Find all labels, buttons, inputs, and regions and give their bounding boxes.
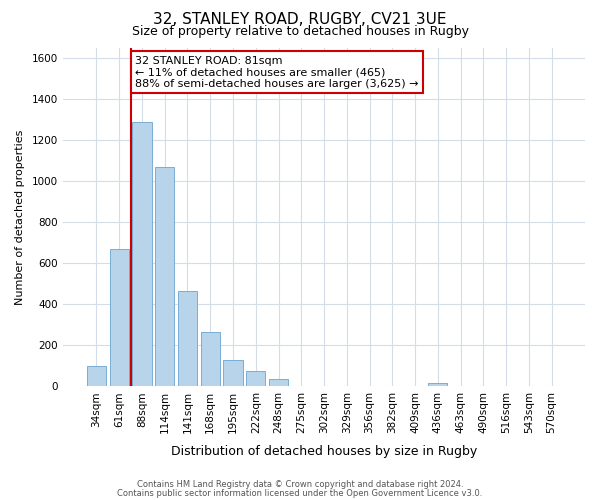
Bar bbox=[269, 379, 288, 386]
Text: 32 STANLEY ROAD: 81sqm
← 11% of detached houses are smaller (465)
88% of semi-de: 32 STANLEY ROAD: 81sqm ← 11% of detached… bbox=[135, 56, 419, 89]
Text: Contains HM Land Registry data © Crown copyright and database right 2024.: Contains HM Land Registry data © Crown c… bbox=[137, 480, 463, 489]
Bar bbox=[223, 360, 242, 386]
Bar bbox=[132, 122, 152, 386]
Y-axis label: Number of detached properties: Number of detached properties bbox=[15, 130, 25, 304]
Text: Size of property relative to detached houses in Rugby: Size of property relative to detached ho… bbox=[131, 25, 469, 38]
Text: Contains public sector information licensed under the Open Government Licence v3: Contains public sector information licen… bbox=[118, 488, 482, 498]
Text: 32, STANLEY ROAD, RUGBY, CV21 3UE: 32, STANLEY ROAD, RUGBY, CV21 3UE bbox=[153, 12, 447, 28]
Bar bbox=[110, 249, 129, 386]
Bar bbox=[155, 166, 175, 386]
Bar bbox=[178, 291, 197, 386]
Bar bbox=[428, 384, 448, 386]
Bar bbox=[246, 371, 265, 386]
X-axis label: Distribution of detached houses by size in Rugby: Distribution of detached houses by size … bbox=[171, 444, 477, 458]
Bar bbox=[87, 366, 106, 386]
Bar bbox=[200, 332, 220, 386]
